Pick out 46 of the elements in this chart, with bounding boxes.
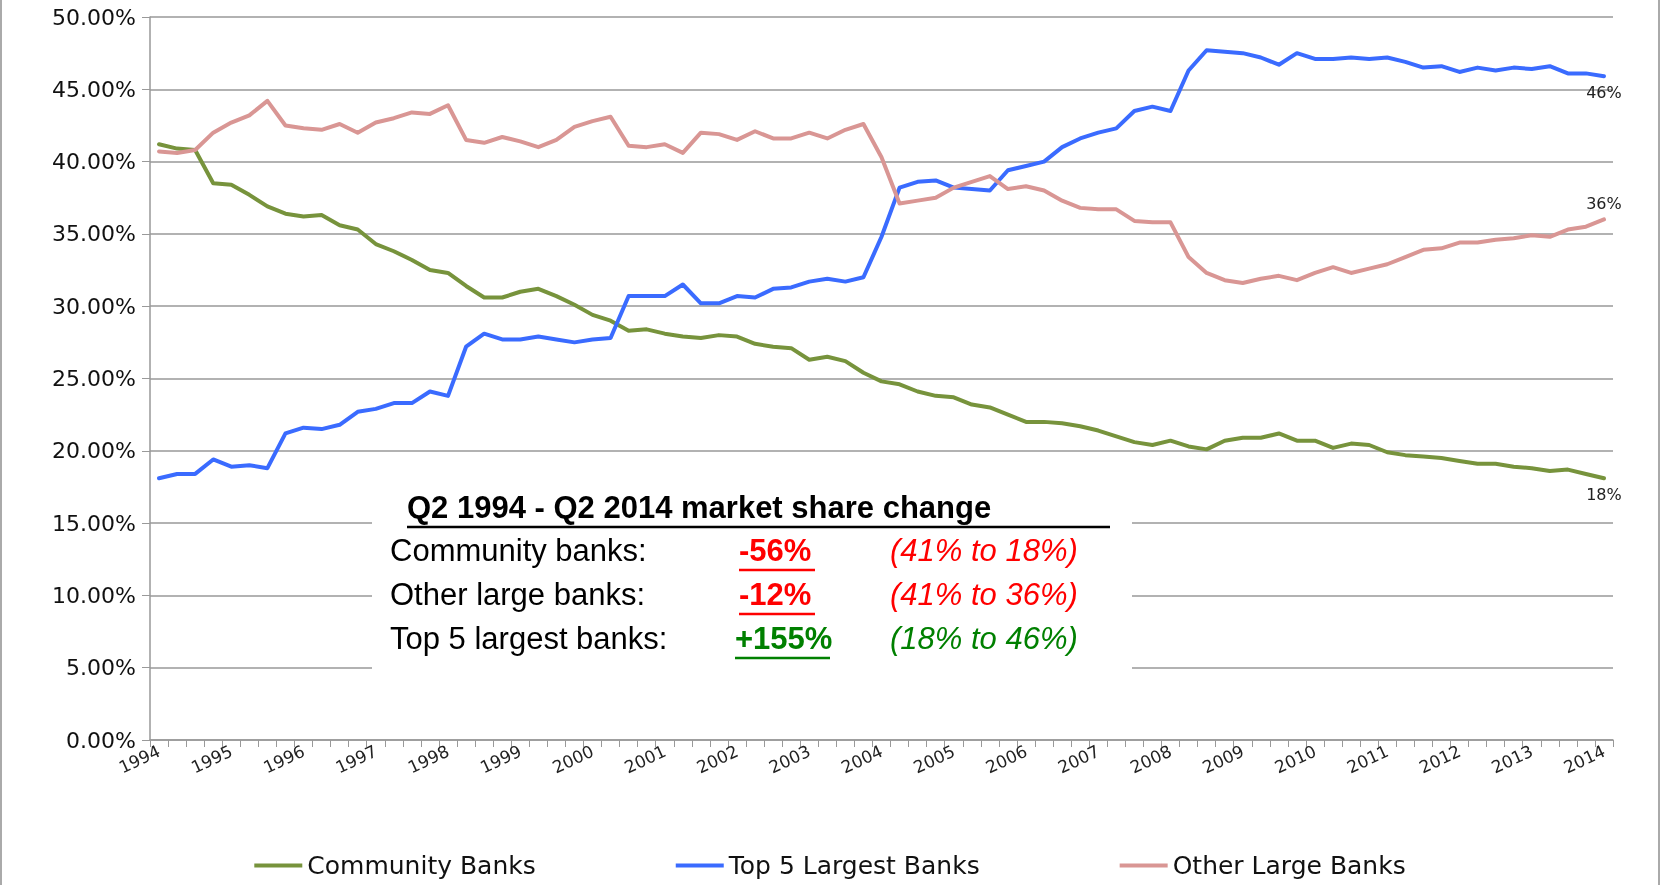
x-tick-label: 2006	[982, 740, 1031, 778]
x-tick-label: 1995	[187, 740, 236, 778]
y-tick-label: 40.00%	[52, 149, 136, 175]
x-tick-label: 2008	[1127, 740, 1175, 778]
x-tick-label: 1996	[260, 740, 308, 778]
x-tick-label: 2000	[549, 740, 597, 778]
annotation: Q2 1994 - Q2 2014 market share change	[407, 490, 992, 525]
x-tick-label: 1997	[332, 740, 380, 778]
data-label: 46%	[1586, 82, 1622, 102]
x-tick-label: 2002	[693, 740, 742, 778]
annotation: (41% to 36%)	[890, 577, 1078, 612]
x-tick-label: 2010	[1271, 740, 1320, 778]
x-tick-label: 2011	[1343, 740, 1392, 778]
y-tick-label: 25.00%	[52, 366, 136, 391]
y-tick-label: 10.00%	[52, 582, 136, 608]
x-tick-label: 2007	[1054, 740, 1103, 778]
annotation: (41% to 18%)	[890, 533, 1078, 568]
x-tick-label: 2013	[1488, 740, 1536, 778]
x-tick-label: 2009	[1199, 740, 1247, 778]
y-tick-label: 5.00%	[66, 655, 136, 681]
x-tick-label: 2004	[838, 740, 886, 778]
annotation: Top 5 largest banks:	[390, 621, 668, 656]
data-label: 18%	[1586, 484, 1622, 504]
y-tick-label: 50.00%	[52, 4, 136, 30]
x-tick-label: 2012	[1416, 740, 1464, 778]
legend-label: Other Large Banks	[1172, 851, 1406, 880]
legend-label: Top 5 Largest Banks	[727, 851, 980, 880]
y-tick-label: 35.00%	[52, 221, 136, 247]
x-tick-label: 2014	[1560, 740, 1609, 778]
x-tick-label: 1998	[404, 740, 453, 778]
annotation: +155%	[735, 621, 833, 656]
y-tick-label: 30.00%	[52, 293, 136, 319]
annotation: (18% to 46%)	[890, 621, 1078, 656]
legend-label: Community Banks	[307, 851, 536, 880]
x-tick-label: 2003	[765, 740, 814, 778]
y-tick-label: 15.00%	[52, 510, 136, 536]
annotation: Other large banks:	[390, 577, 646, 612]
data-label: 36%	[1586, 193, 1622, 213]
y-tick-label: 20.00%	[52, 438, 136, 464]
x-tick-label: 2005	[910, 740, 958, 778]
annotation: -56%	[739, 533, 812, 568]
y-tick-label: 45.00%	[52, 76, 136, 102]
annotation: -12%	[739, 577, 812, 612]
annotation: Community banks:	[390, 533, 647, 568]
x-tick-label: 2001	[621, 740, 669, 778]
x-tick-label: 1999	[476, 740, 525, 778]
